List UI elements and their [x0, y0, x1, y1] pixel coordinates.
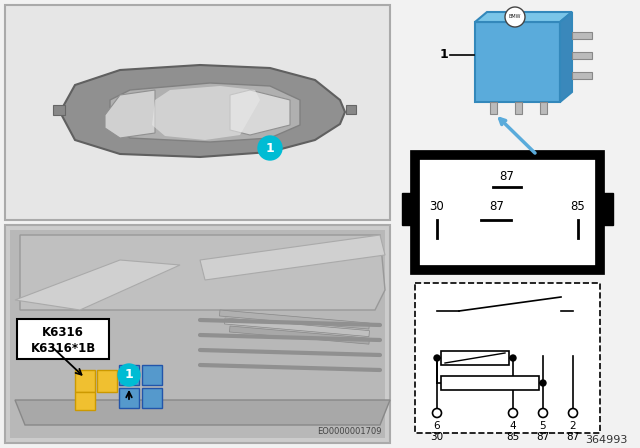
Circle shape [509, 409, 518, 418]
Text: K6316*1B: K6316*1B [30, 341, 95, 354]
Text: 87: 87 [536, 432, 550, 442]
Bar [53, 105, 65, 115]
Bar [10, 230, 385, 438]
Text: 85: 85 [571, 199, 586, 212]
Bar [400, 5, 635, 443]
Polygon shape [200, 235, 385, 280]
Circle shape [510, 355, 516, 361]
Bar [5, 5, 390, 220]
Text: 1: 1 [439, 48, 448, 61]
Polygon shape [475, 12, 572, 22]
Text: 30: 30 [429, 199, 444, 212]
Bar [572, 72, 592, 79]
Circle shape [540, 380, 546, 386]
Circle shape [433, 409, 442, 418]
Bar [75, 370, 95, 392]
Text: 6: 6 [434, 421, 440, 431]
Polygon shape [105, 90, 155, 138]
Bar [415, 283, 600, 433]
Polygon shape [15, 400, 390, 425]
Circle shape [434, 355, 440, 361]
Bar [5, 225, 390, 443]
Bar [142, 388, 162, 408]
Bar [75, 392, 95, 410]
Text: 364993: 364993 [586, 435, 628, 445]
Text: 87: 87 [490, 199, 504, 212]
Bar [572, 32, 592, 39]
Bar [97, 370, 117, 392]
Polygon shape [110, 83, 300, 142]
Bar [225, 318, 369, 336]
Bar [600, 193, 613, 225]
Bar [441, 351, 509, 365]
FancyBboxPatch shape [17, 319, 109, 359]
Bar [475, 22, 560, 102]
Bar [230, 326, 369, 344]
Bar [490, 102, 497, 114]
Polygon shape [152, 86, 260, 140]
Polygon shape [20, 235, 385, 310]
Bar [441, 376, 539, 390]
Polygon shape [560, 12, 572, 102]
Text: 87: 87 [566, 432, 580, 442]
Text: 30: 30 [431, 432, 444, 442]
Bar [415, 155, 600, 270]
Text: 2: 2 [570, 421, 576, 431]
Text: 1: 1 [266, 142, 275, 155]
Bar [540, 102, 547, 114]
Text: K6316: K6316 [42, 326, 84, 339]
Text: 5: 5 [540, 421, 547, 431]
Bar [346, 105, 356, 114]
Circle shape [258, 136, 282, 160]
Text: 85: 85 [506, 432, 520, 442]
Circle shape [118, 364, 140, 386]
Circle shape [538, 409, 547, 418]
Bar [220, 310, 369, 329]
Text: 87: 87 [500, 171, 515, 184]
Bar [119, 365, 139, 385]
Bar [402, 193, 415, 225]
Text: BMW: BMW [509, 14, 521, 20]
Bar [142, 365, 162, 385]
Text: EO0000001709: EO0000001709 [317, 427, 382, 436]
Polygon shape [15, 260, 180, 310]
Text: 4: 4 [509, 421, 516, 431]
Text: 1: 1 [125, 369, 133, 382]
Bar [119, 388, 139, 408]
Bar [515, 102, 522, 114]
Polygon shape [230, 90, 290, 135]
Bar [572, 52, 592, 59]
Polygon shape [60, 65, 345, 157]
Circle shape [568, 409, 577, 418]
Circle shape [505, 7, 525, 27]
